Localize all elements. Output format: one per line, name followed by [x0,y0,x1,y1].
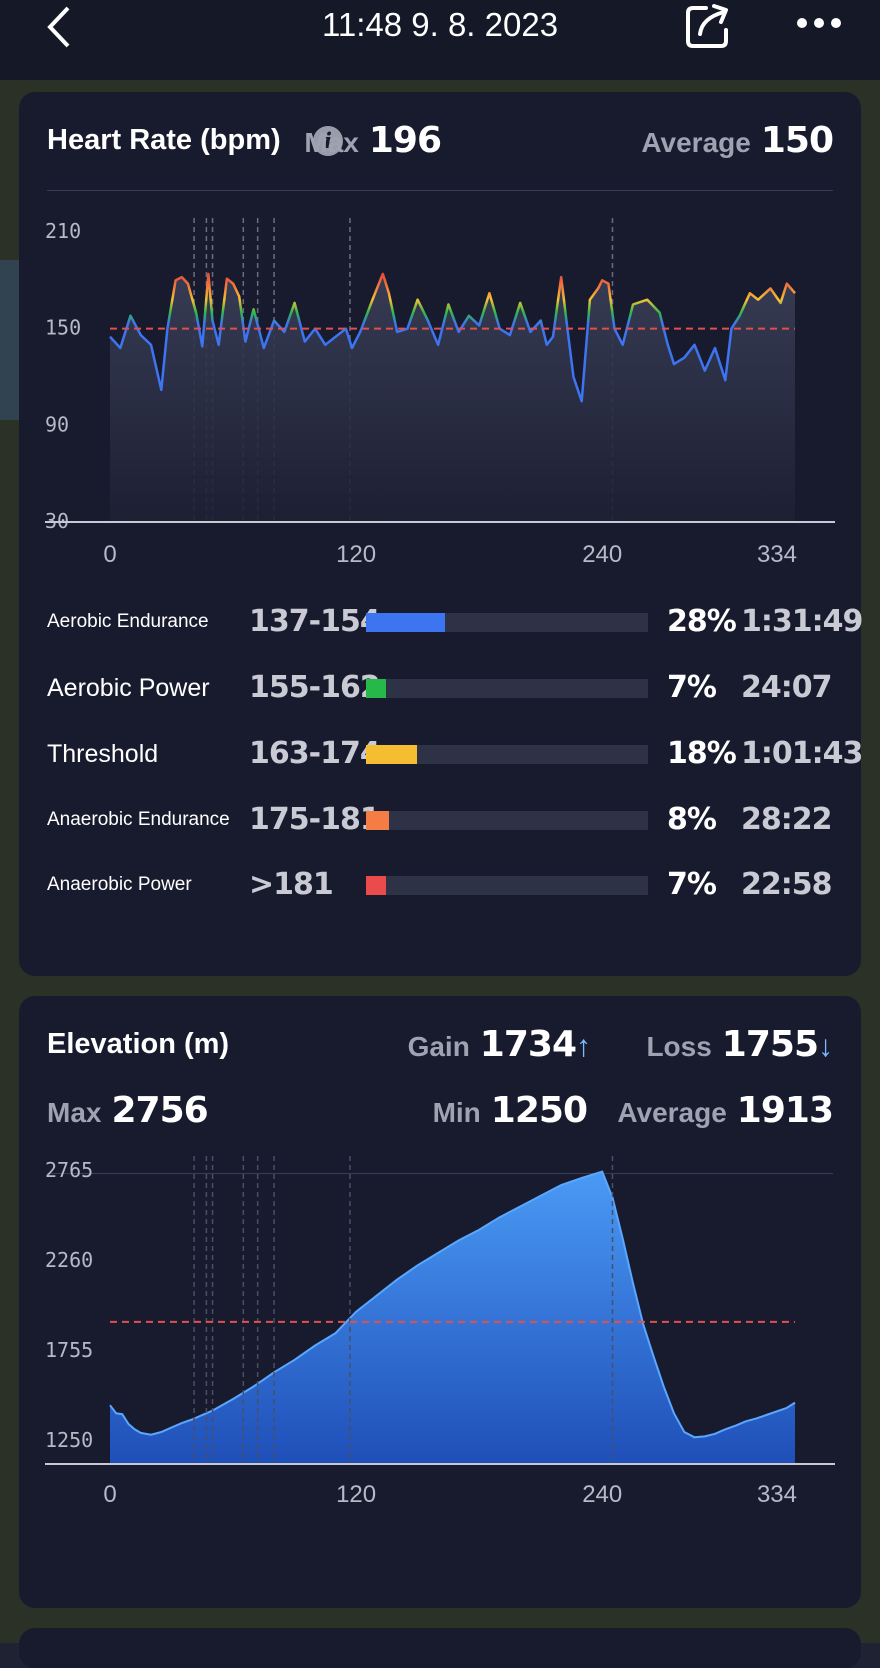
loss-stat: Loss 1755↓ [646,1024,833,1065]
loss-value: 1755 [721,1024,819,1065]
elev-max-label: Max [47,1097,102,1128]
elev-average-stat: Average 1913 [617,1090,834,1131]
elev-x-tick-label: 334 [757,1481,797,1508]
zone-range: 175-181 [249,802,381,837]
gain-label: Gain [407,1031,470,1062]
divider [47,190,833,191]
zone-name: Threshold [47,740,159,768]
top-bar: 11:48 9. 8. 2023 [0,0,880,80]
zone-range: 155-162 [249,670,381,705]
elev-average-label: Average [617,1097,727,1128]
zone-range: 137-154 [249,604,381,639]
gain-value: 1734 [479,1024,577,1065]
zone-bar-track [366,745,648,764]
activity-datetime: 11:48 9. 8. 2023 [321,6,559,43]
elev-max-value: 2756 [111,1090,208,1131]
hr-area [110,273,795,522]
elevation-line [109,1170,796,1439]
hr-zone-row: Threshold 163-174 18% 1:01:43 [19,734,863,774]
zone-percent: 28% [667,604,737,639]
zone-time: 1:31:49 [741,604,863,639]
zone-bar-fill [366,679,386,698]
down-arrow-icon: ↓ [818,1030,833,1063]
zone-bar-fill [366,745,417,764]
zone-bar-track [366,679,648,698]
elev-x-tick-label: 240 [582,1481,622,1508]
elev-x-tick-label: 120 [336,1481,376,1508]
hr-average-value: 150 [760,120,834,161]
hr-series-line [109,272,796,403]
hr-max-stat: Max 196 [304,120,442,161]
up-arrow-icon: ↑ [576,1030,591,1063]
zone-name: Aerobic Power [47,674,210,702]
hr-zone-row: Anaerobic Power >181 7% 22:58 [19,865,861,905]
zone-range: 163-174 [249,736,381,771]
zone-bar-track [366,613,648,632]
elevation-chart: 1250 1755 2260 2765 0 120 240 334 [45,1156,835,1508]
share-icon[interactable] [684,2,732,50]
elevation-title: Elevation (m) [47,1028,230,1060]
hr-x-tick-label: 120 [336,541,376,568]
hr-y-tick-label: 210 [45,219,81,243]
zone-bar-track [366,811,648,830]
hr-average-stat: Average 150 [641,120,834,161]
hr-max-label: Max [304,127,359,158]
elevation-card: Elevation (m) Gain 1734↑ Loss 1755↓ Max 275… [19,996,861,1608]
elev-x-tick-label: 0 [103,1481,116,1508]
heart-rate-title: Heart Rate (bpm) [47,124,281,156]
hr-x-tick-label: 334 [757,541,797,568]
hr-zone-row: Aerobic Endurance 137-154 28% 1:31:49 [19,602,863,642]
zone-percent: 7% [667,670,717,705]
zone-time: 28:22 [741,802,832,837]
hr-zone-row: Anaerobic Endurance 175-181 8% 28:22 [19,800,861,840]
info-icon[interactable]: i [313,126,343,156]
zone-percent: 8% [667,802,717,837]
gain-stat: Gain 1734↑ [408,1024,591,1065]
hr-x-tick-label: 0 [103,541,116,568]
elev-min-value: 1250 [490,1090,588,1131]
elev-y-tick-label: 1755 [45,1338,93,1362]
hr-average-label: Average [641,127,751,158]
hr-y-tick-label: 90 [45,412,69,436]
elev-y-tick-label: 1250 [45,1428,93,1452]
elev-y-tick-label: 2260 [45,1248,93,1272]
next-card [19,1628,861,1668]
zone-bar-track [366,876,648,895]
zone-time: 24:07 [741,670,832,705]
elev-y-tick-label: 2765 [45,1158,93,1182]
zone-percent: 18% [667,736,737,771]
zone-range: >181 [249,867,334,902]
loss-label: Loss [646,1031,712,1062]
zone-time: 22:58 [741,867,832,902]
elev-min-label: Min [432,1097,481,1128]
divider [47,1173,833,1174]
hr-zone-row: Aerobic Power 155-162 7% 24:07 [19,668,861,708]
more-dots-icon[interactable] [796,10,842,36]
heart-rate-card: Heart Rate (bpm) i Max 196 Average 150 30 9… [19,92,863,976]
elev-average-value: 1913 [736,1090,834,1131]
zone-bar-fill [366,613,445,632]
zone-name: Aerobic Endurance [47,611,209,632]
zone-percent: 7% [667,867,717,902]
hr-y-tick-label: 150 [45,316,81,340]
chevron-left-icon[interactable] [42,6,78,48]
hr-max-value: 196 [368,120,442,161]
zone-bar-fill [366,876,386,895]
zone-name: Anaerobic Power [47,874,192,895]
zone-name: Anaerobic Endurance [47,809,230,830]
zone-time: 1:01:43 [741,736,863,771]
elev-max-stat: Max 2756 [47,1090,209,1131]
zone-bar-fill [366,811,389,830]
elev-min-stat: Min 1250 [432,1090,588,1131]
hr-x-tick-label: 240 [582,541,622,568]
